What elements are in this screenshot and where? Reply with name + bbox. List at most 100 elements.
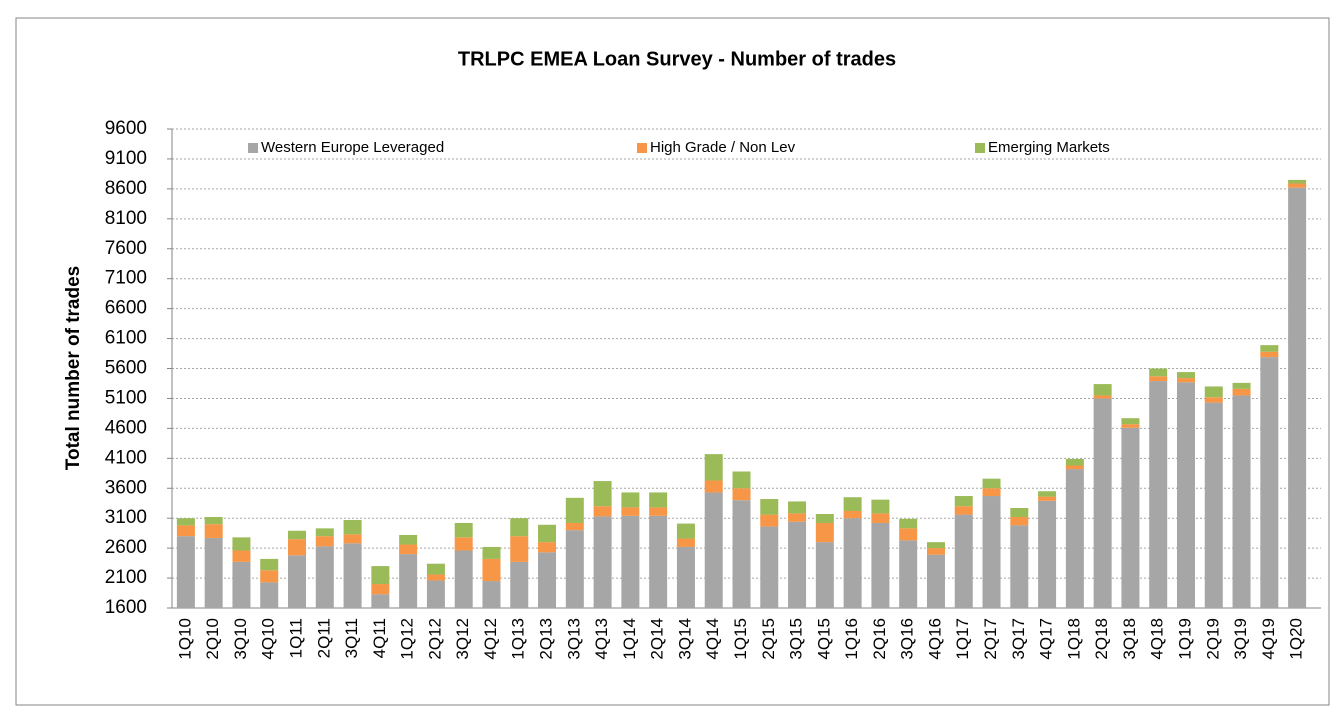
bar-segment [399,534,418,545]
bar-segment [704,480,723,493]
bar-segment [232,550,251,562]
x-tick-label: 3Q18 [1120,618,1139,660]
x-tick-label: 3Q15 [787,618,806,660]
bar-segment [343,543,362,608]
bar-segment [1038,496,1057,501]
bar-segment [899,528,918,541]
bar-segment [510,536,529,562]
bar-segment [1204,397,1223,403]
bar-segment [1010,516,1029,526]
y-tick-label: 6100 [105,328,147,349]
bar-segment [1038,500,1057,608]
bar-segment [1121,427,1140,608]
y-tick-label: 3600 [105,477,147,498]
bar-segment [1121,424,1140,428]
bar-segment [482,546,501,559]
bar-segment [621,515,640,608]
bar-segment [1010,508,1029,517]
bar-segment [288,530,307,540]
x-tick-label: 2Q11 [314,618,333,658]
bar-segment [426,563,445,575]
x-tick-label: 3Q16 [898,618,917,660]
bar-segment [621,492,640,508]
bar-segment [1232,395,1251,608]
bar-segment [176,536,195,608]
bar-segment [621,507,640,516]
y-tick-label: 7600 [105,238,147,259]
x-tick-label: 2Q14 [648,618,667,660]
bar-segment [704,492,723,608]
x-tick-label: 1Q16 [842,618,861,660]
bar-segment [454,522,473,538]
bar-segment [760,499,779,515]
y-tick-label: 5100 [105,387,147,408]
bar-segment [510,561,529,608]
bar-segment [760,514,779,527]
bar-segment [1288,187,1307,609]
bar-segment [815,513,834,523]
bar-segment [176,518,195,526]
bar-segment [593,516,612,608]
bar-segment [871,513,890,523]
bar-segment [1065,465,1084,470]
y-tick-label: 8100 [105,208,147,229]
x-tick-label: 3Q14 [675,618,694,660]
x-tick-label: 2Q16 [870,618,889,660]
y-tick-label: 1600 [105,597,147,618]
y-tick-label: 5600 [105,358,147,379]
bar-segment [232,537,251,551]
x-tick-label: 2Q19 [1203,618,1222,660]
bar-segment [649,492,668,508]
x-tick-label: 2Q13 [537,618,556,660]
bar-segment [649,507,668,516]
y-tick-label: 2100 [105,567,147,588]
bar-segment [1093,398,1112,608]
bar-segment [871,499,890,514]
bar-segment [204,537,223,608]
x-tick-label: 4Q13 [592,618,611,660]
x-tick-label: 3Q19 [1231,618,1250,660]
x-tick-label: 3Q11 [342,618,361,658]
x-tick-label: 2Q10 [203,618,222,660]
bar-segment [593,481,612,507]
bar-segment [954,506,973,515]
x-tick-label: 1Q20 [1287,618,1306,660]
bar-segment [1204,402,1223,608]
bar-segment [815,522,834,543]
bar-segment [732,488,751,501]
x-tick-label: 2Q12 [425,618,444,660]
bar-segment [510,518,529,537]
bar-segment [260,558,279,571]
bar-segment [1260,345,1279,352]
x-tick-label: 4Q14 [703,618,722,660]
bar-segment [371,594,390,608]
bar-segment [232,561,251,608]
bar-segment [454,550,473,608]
x-tick-label: 4Q17 [1037,618,1056,660]
x-tick-label: 4Q19 [1259,618,1278,660]
bar-segment [982,496,1001,608]
x-tick-label: 1Q14 [620,618,639,660]
y-tick-label: 3100 [105,507,147,528]
bar-segment [371,566,390,585]
bar-segment [1121,418,1140,425]
x-tick-label: 1Q19 [1175,618,1194,660]
x-tick-label: 3Q10 [231,618,250,660]
bar-segment [288,539,307,556]
bar-segment [1288,183,1307,188]
x-tick-label: 4Q15 [814,618,833,660]
bar-segment [1260,357,1279,608]
bar-segment [399,554,418,608]
bar-segment [815,542,834,608]
bar-segment [676,546,695,608]
x-tick-label: 1Q18 [1064,618,1083,660]
bar-segment [399,544,418,555]
bar-segment [649,515,668,608]
y-tick-label: 4100 [105,447,147,468]
bar-segment [538,552,557,608]
bar-segment [1176,378,1195,383]
bar-segment [926,548,945,555]
x-tick-label: 4Q16 [925,618,944,660]
bar-segment [1176,382,1195,608]
bar-segment [1288,179,1307,184]
